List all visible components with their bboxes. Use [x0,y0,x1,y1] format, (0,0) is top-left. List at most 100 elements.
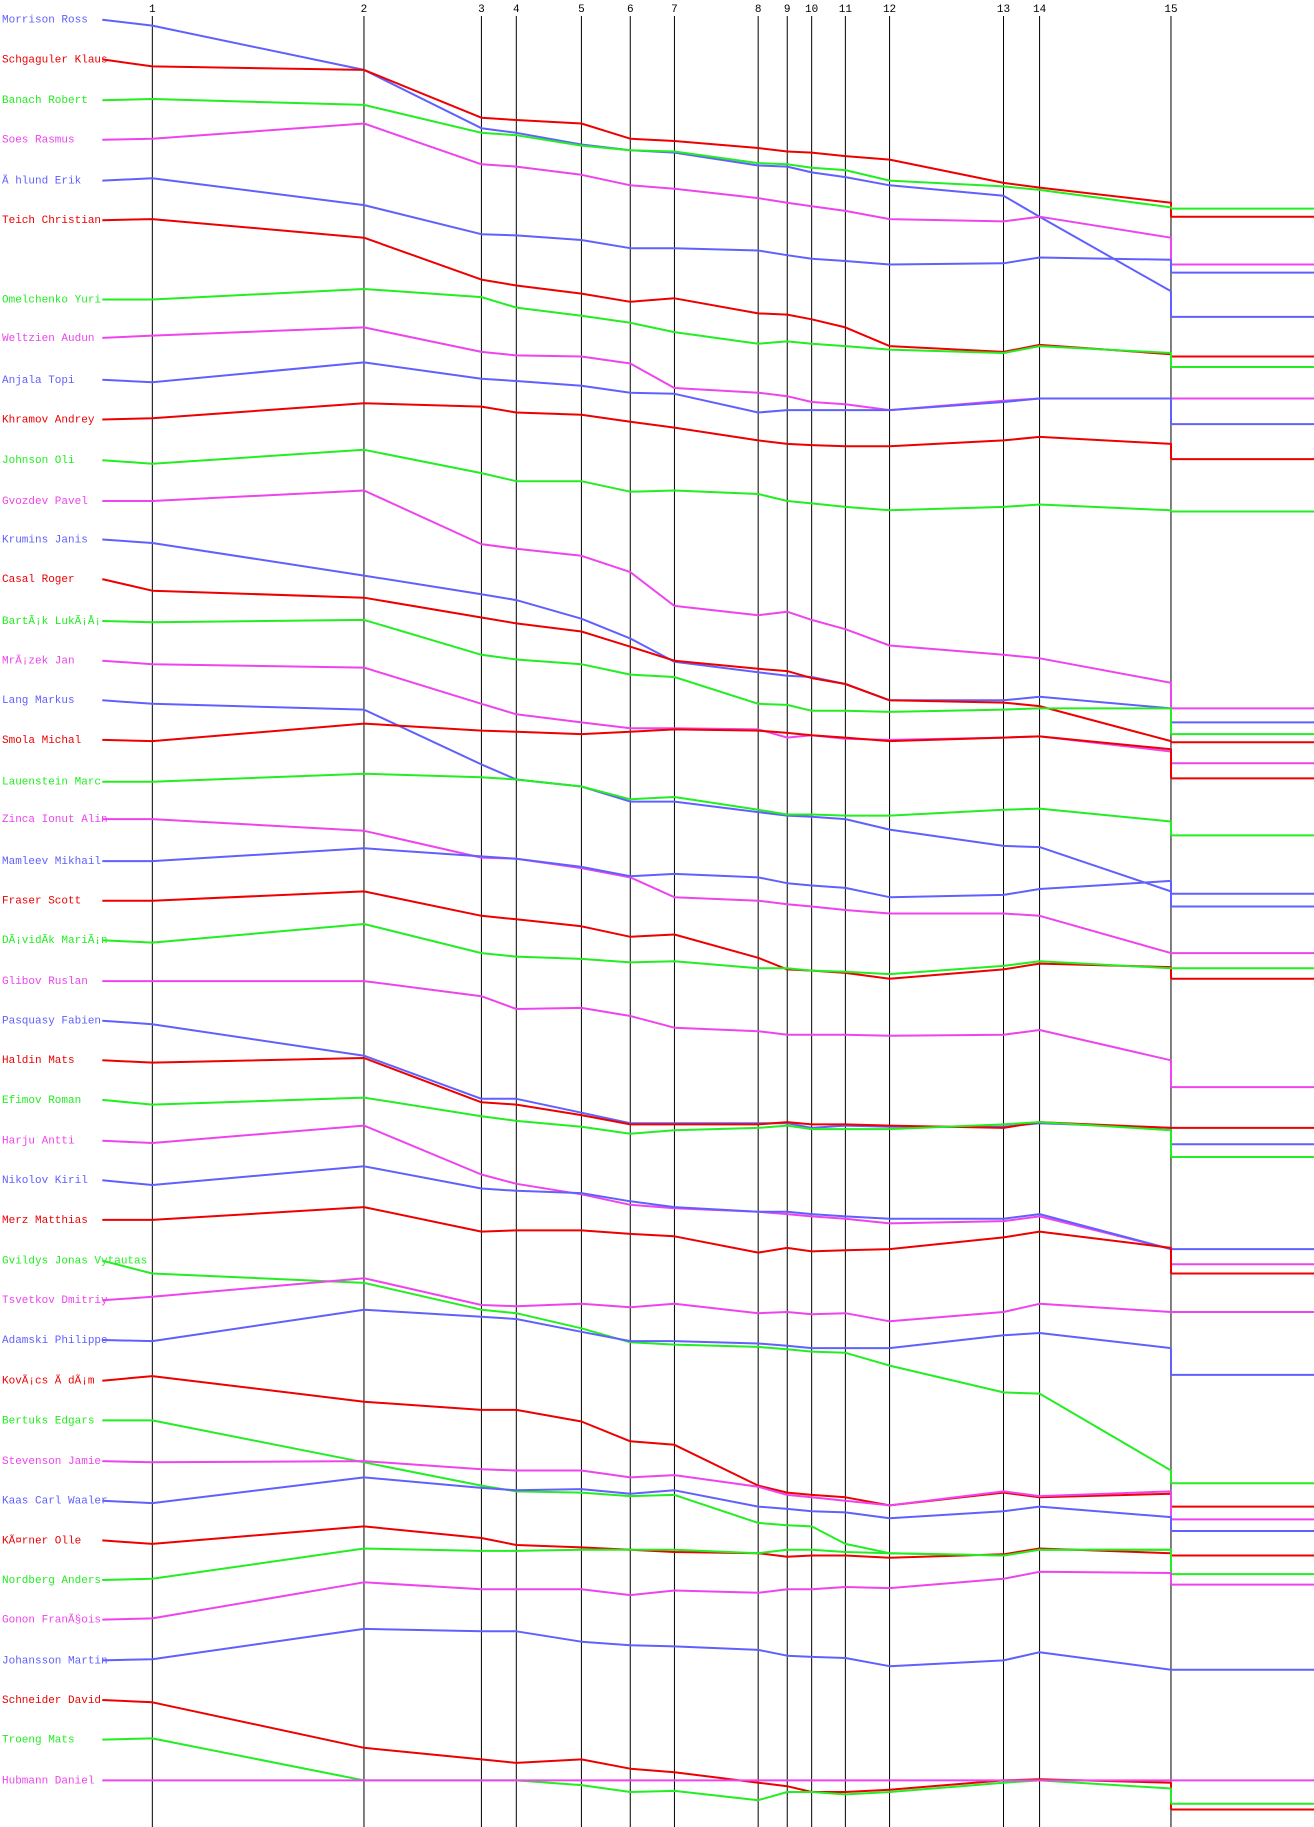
control-label: 11 [839,4,853,16]
runner-line [102,1206,1172,1274]
runner-line [102,923,1172,976]
runner-line [102,1019,1172,1145]
runner-name: KÃ¤rner Olle [2,1534,81,1547]
runner-name: Morrison Ross [2,15,88,27]
runner-line [102,722,1172,779]
control-label: 9 [784,4,791,16]
control-label: 8 [755,4,762,16]
control-label: 13 [997,4,1010,16]
runner-name: Pasquasy Fabien [2,1016,101,1028]
runner-name: Johansson Martin [2,1655,108,1667]
runner-line [102,618,1172,735]
runner-name: Mamleev Mikhail [2,856,101,868]
runner-line [102,1277,1172,1323]
runner-name: Omelchenko Yuri [2,294,101,306]
runner-name: Gvildys Jonas Vytautas [2,1256,147,1268]
runner-name: Teich Christian [2,215,101,227]
runner-line [102,818,1172,955]
runner-name: Bertuks Edgars [2,1415,94,1427]
runner-line [102,489,1172,709]
runner-name: Kaas Carl Waaler [2,1496,108,1508]
control-label: 10 [805,4,818,16]
runner-line [102,402,1172,460]
runner-line [102,659,1172,764]
runner-name: Tsvetkov Dmitriy [2,1295,108,1307]
runner-name: Hubmann Daniel [2,1775,94,1787]
control-label: 6 [627,4,634,16]
control-label: 1 [149,4,156,16]
runner-name: Soes Rasmus [2,135,75,147]
runner-line [102,1375,1172,1507]
runner-line [102,18,1172,317]
runner-name: Krumins Janis [2,534,88,546]
runner-line [102,218,1172,357]
runner-name: Fraser Scott [2,896,81,908]
runner-line [102,1308,1172,1375]
runner-line [102,772,1172,836]
runner-line [102,1547,1172,1581]
runner-name: Merz Matthias [2,1215,88,1227]
runner-line [102,1057,1172,1129]
control-label: 5 [578,4,585,16]
runner-name: Casal Roger [2,574,75,586]
runner-line [102,699,1172,907]
runner-name: Zinca Ionut Alin [2,814,108,826]
runner-name: MrÃ¡zek Jan [2,655,75,668]
runner-name: Schneider David [2,1695,101,1707]
runner-line [102,1525,1172,1559]
control-label: 14 [1033,4,1047,16]
runner-line [102,361,1172,425]
runner-line [102,1570,1172,1621]
runner-line [102,1737,1172,1804]
control-label: 2 [361,4,368,16]
runner-line [102,326,1171,412]
control-label: 7 [671,4,678,16]
runner-name: Khramov Andrey [2,414,95,426]
runner-name: Gonon FranÃ§ois [2,1614,101,1627]
runner-line [102,448,1172,512]
runner-name: DÃ¡vidÃ­k MariÃ¡n [2,934,108,947]
runner-line [102,980,1172,1088]
runner-name: Smola Michal [2,735,81,747]
control-label: 4 [513,4,520,16]
runner-name: Harju Antti [2,1136,75,1148]
runner-line [102,98,1172,209]
runner-line [102,1259,1172,1484]
runner-line [102,1627,1172,1671]
runner-name: Troeng Mats [2,1735,75,1747]
runner-line [102,122,1172,265]
control-label: 12 [883,4,896,16]
runner-line [102,538,1172,723]
runner-name: Efimov Roman [2,1095,81,1107]
runner-line [102,288,1172,367]
runner-line [102,1165,1172,1251]
runner-line [102,58,1172,217]
runner-name: BartÃ¡k LukÃ¡Å¡ [2,615,101,628]
runner-name: Lauenstein Marc [2,777,101,789]
runner-line [102,1096,1172,1157]
runner-name: Ã hlund Erik [2,175,82,188]
runner-line [102,1699,1172,1810]
runner-name: Weltzien Audun [2,333,94,345]
runner-name: Gvozdev Pavel [2,496,88,508]
control-label: 15 [1164,4,1177,16]
runner-line [102,847,1172,899]
control-label: 3 [478,4,485,16]
runner-name: Lang Markus [2,695,75,707]
runner-name: Johnson Oli [2,455,75,467]
runner-line [102,890,1172,980]
runner-name: Stevenson Jamie [2,1456,101,1468]
runner-name: Anjala Topi [2,375,75,387]
runner-name: Haldin Mats [2,1055,75,1067]
runner-name: Nikolov Kiril [2,1175,88,1187]
runner-name: Nordberg Anders [2,1575,101,1587]
runner-name: Glibov Ruslan [2,976,88,988]
runner-name: Adamski Philippe [2,1335,108,1347]
runner-line [102,1476,1172,1531]
runner-line [102,1460,1172,1520]
runner-name: KovÃ¡cs Ã dÃ¡m [2,1375,95,1388]
runner-name: Schgaguler Klaus [2,54,108,66]
runner-line [102,177,1172,273]
runner-name: Banach Robert [2,95,88,107]
